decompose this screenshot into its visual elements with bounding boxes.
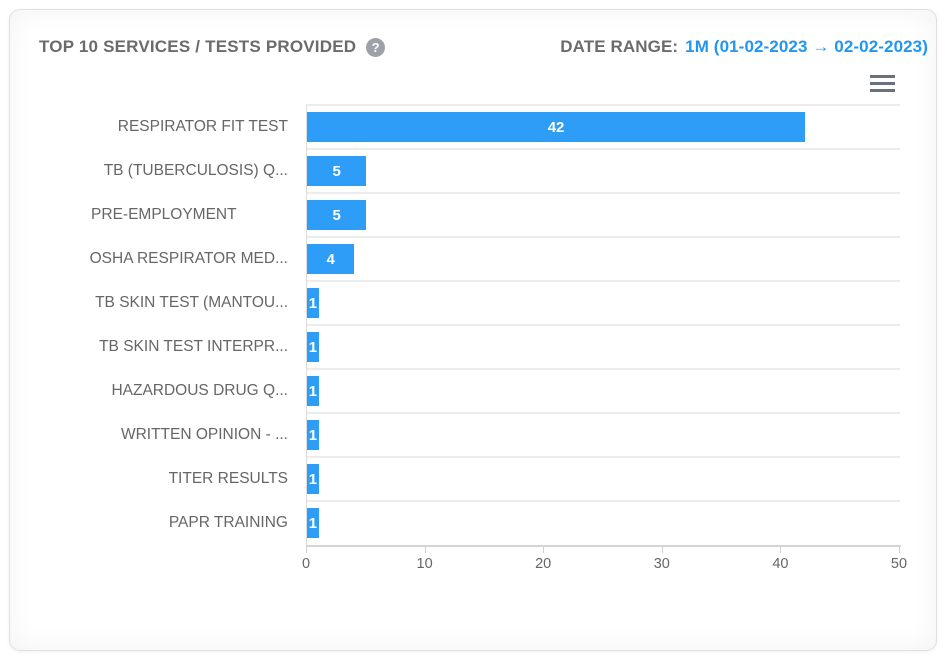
bar-value-label: 5 bbox=[332, 162, 341, 180]
x-axis-tick bbox=[306, 547, 307, 553]
category-label: PAPR TRAINING bbox=[168, 514, 288, 531]
bar-value-label: 5 bbox=[332, 206, 341, 224]
hamburger-menu-icon[interactable] bbox=[866, 70, 898, 97]
date-range-label: DATE RANGE: bbox=[560, 37, 679, 56]
gridline bbox=[306, 456, 900, 458]
bar-value-label: 1 bbox=[308, 294, 318, 312]
date-range-value[interactable]: 1M (01-02-2023 → 02-02-2023) bbox=[685, 37, 928, 56]
bar-tb-skin-test-mantou[interactable]: 1 bbox=[307, 288, 319, 318]
panel-title-group: TOP 10 SERVICES / TESTS PROVIDED ? bbox=[39, 36, 386, 58]
bar-value-label: 1 bbox=[308, 514, 318, 532]
hamburger-line bbox=[869, 75, 895, 78]
gridline bbox=[306, 412, 900, 414]
x-axis-tick-label: 0 bbox=[301, 556, 311, 572]
x-axis-line bbox=[306, 545, 901, 547]
bar-value-label: 42 bbox=[547, 118, 565, 136]
help-icon[interactable]: ? bbox=[366, 37, 386, 57]
category-label: PRE-EMPLOYMENT bbox=[91, 206, 288, 223]
date-range: DATE RANGE: 1M (01-02-2023 → 02-02-2023) bbox=[560, 36, 928, 58]
category-label: OSHA RESPIRATOR MED... bbox=[89, 250, 288, 267]
bar-chart: RESPIRATOR FIT TEST 42 TB (TUBERCULOSIS) Q… bbox=[10, 10, 936, 650]
x-axis-tick bbox=[543, 547, 545, 553]
bar-osha-respirator-med[interactable]: 4 bbox=[307, 244, 355, 274]
category-label: TB SKIN TEST INTERPR... bbox=[99, 338, 288, 355]
bar-value-label: 4 bbox=[326, 250, 335, 268]
bar-value-label: 1 bbox=[308, 470, 318, 488]
gridline bbox=[306, 236, 900, 238]
category-label: TB (TUBERCULOSIS) Q... bbox=[103, 162, 288, 179]
gridline bbox=[306, 192, 900, 194]
bar-respirator-fit-test[interactable]: 42 bbox=[307, 112, 806, 142]
gridline bbox=[306, 324, 900, 326]
x-axis-tick bbox=[661, 547, 663, 553]
category-label: WRITTEN OPINION - ... bbox=[120, 426, 288, 443]
gridline bbox=[306, 104, 900, 106]
hamburger-line bbox=[869, 89, 895, 92]
x-axis-tick bbox=[899, 547, 900, 553]
y-axis-line bbox=[306, 105, 307, 545]
x-axis-tick bbox=[780, 547, 782, 553]
gridline bbox=[306, 500, 900, 502]
gridline bbox=[306, 280, 900, 282]
bar-written-opinion[interactable]: 1 bbox=[307, 420, 319, 450]
x-axis-tick-label: 30 bbox=[653, 556, 670, 572]
bar-value-label: 1 bbox=[308, 382, 318, 400]
chart-panel: TOP 10 SERVICES / TESTS PROVIDED ? DATE … bbox=[9, 9, 937, 651]
bar-pre-employment[interactable]: 5 bbox=[307, 200, 367, 230]
bar-tb-skin-test-interpr[interactable]: 1 bbox=[307, 332, 319, 362]
bar-value-label: 1 bbox=[308, 338, 318, 356]
category-label: TITER RESULTS bbox=[168, 470, 288, 487]
x-axis-tick-label: 20 bbox=[535, 556, 552, 572]
hamburger-line bbox=[869, 82, 895, 85]
category-label: TB SKIN TEST (MANTOU... bbox=[95, 294, 288, 311]
x-axis-tick-label: 10 bbox=[416, 556, 433, 572]
gridline bbox=[306, 368, 900, 370]
category-label: RESPIRATOR FIT TEST bbox=[117, 118, 288, 135]
category-label: HAZARDOUS DRUG Q... bbox=[111, 382, 288, 399]
bar-tb-tuberculosis-q[interactable]: 5 bbox=[307, 156, 367, 186]
x-axis-tick bbox=[424, 547, 426, 553]
x-axis-tick-label: 50 bbox=[890, 556, 908, 572]
x-axis-tick-label: 40 bbox=[772, 556, 789, 572]
page-title: TOP 10 SERVICES / TESTS PROVIDED bbox=[39, 37, 357, 56]
bar-hazardous-drug-q[interactable]: 1 bbox=[307, 376, 319, 406]
bar-value-label: 1 bbox=[308, 426, 318, 444]
gridline bbox=[306, 148, 900, 150]
bar-titer-results[interactable]: 1 bbox=[307, 464, 319, 494]
bar-papr-training[interactable]: 1 bbox=[307, 508, 319, 538]
